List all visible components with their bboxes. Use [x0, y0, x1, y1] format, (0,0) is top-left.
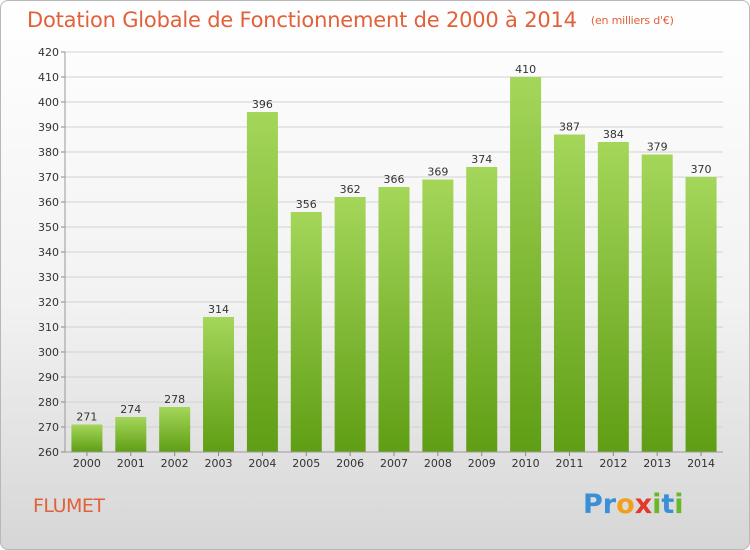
x-tick-label-2002: 2002 [161, 457, 189, 470]
commune-name: FLUMET [33, 495, 105, 517]
bar-2013 [641, 154, 673, 452]
bar-2006 [334, 197, 366, 452]
x-tick-label-2007: 2007 [380, 457, 408, 470]
bar-2004 [246, 112, 278, 452]
value-label-2003: 314 [208, 303, 229, 316]
value-label-2008: 369 [427, 166, 448, 179]
y-tick-label: 410 [38, 71, 59, 84]
bar-2001 [115, 417, 147, 452]
logo-letter: i [674, 489, 684, 520]
y-tick-label: 260 [38, 446, 59, 459]
y-tick-label: 380 [38, 146, 59, 159]
x-tick-label-2008: 2008 [424, 457, 452, 470]
bar-2007 [378, 187, 410, 452]
axis-layer: 260 270 280 290 300 310 320 330 340 350 360 370 380 3… [38, 46, 723, 470]
y-tick-label: 270 [38, 421, 59, 434]
logo-letter: i [652, 489, 662, 520]
value-label-2009: 374 [471, 153, 492, 166]
value-label-2001: 274 [120, 403, 141, 416]
bar-2009 [466, 167, 498, 452]
chart-unit-note: (en milliers d'€) [590, 14, 674, 27]
chart-title-text: Dotation Globale de Fonctionnement de 20… [27, 8, 577, 32]
x-tick-label-2005: 2005 [292, 457, 320, 470]
y-tick-label: 290 [38, 371, 59, 384]
y-tick-label: 300 [38, 346, 59, 359]
logo-letter: t [661, 489, 675, 520]
x-tick-label-2004: 2004 [248, 457, 276, 470]
logo-letter: r [602, 489, 617, 520]
x-tick-label-2011: 2011 [555, 457, 583, 470]
y-tick-label: 350 [38, 221, 59, 234]
x-tick-label-2003: 2003 [205, 457, 233, 470]
bar-2005 [290, 212, 322, 452]
value-label-2002: 278 [164, 393, 185, 406]
bar-2002 [159, 407, 191, 452]
x-tick-label-2010: 2010 [512, 457, 540, 470]
value-label-2007: 366 [384, 173, 405, 186]
bar-2003 [203, 317, 235, 452]
y-tick-label: 340 [38, 246, 59, 259]
y-tick-label: 360 [38, 196, 59, 209]
value-label-2011: 387 [559, 121, 580, 134]
y-tick-label: 280 [38, 396, 59, 409]
x-tick-label-2014: 2014 [687, 457, 715, 470]
proxiti-logo: Proxiti [583, 489, 684, 520]
bar-2014 [685, 177, 717, 452]
x-tick-label-2013: 2013 [643, 457, 671, 470]
bar-layer [71, 77, 717, 452]
y-tick-label: 390 [38, 121, 59, 134]
value-label-2012: 384 [603, 128, 624, 141]
logo-letter: x [634, 489, 653, 520]
y-tick-label: 400 [38, 96, 59, 109]
y-tick-label: 420 [38, 46, 59, 59]
logo-letter: o [616, 489, 635, 520]
y-tick-label: 310 [38, 321, 59, 334]
x-tick-label-2009: 2009 [468, 457, 496, 470]
chart-title: Dotation Globale de Fonctionnement de 20… [27, 8, 674, 32]
value-label-2004: 396 [252, 98, 273, 111]
bar-2000 [71, 424, 103, 452]
bar-2010 [510, 77, 542, 452]
label-layer: 271 274 278 314 396 356 362 366 369 374 410 387 384 3… [76, 63, 711, 424]
y-tick-label: 370 [38, 171, 59, 184]
value-label-2013: 379 [647, 141, 668, 154]
bar-2011 [553, 134, 585, 452]
value-label-2005: 356 [296, 198, 317, 211]
value-label-2014: 370 [691, 163, 712, 176]
bar-2012 [597, 142, 629, 452]
x-tick-label-2006: 2006 [336, 457, 364, 470]
value-label-2000: 271 [76, 411, 97, 424]
bar-2008 [422, 179, 454, 452]
x-tick-label-2001: 2001 [117, 457, 145, 470]
value-label-2006: 362 [340, 183, 361, 196]
x-tick-label-2012: 2012 [599, 457, 627, 470]
y-tick-label: 330 [38, 271, 59, 284]
logo-letter: P [583, 489, 603, 520]
y-tick-label: 320 [38, 296, 59, 309]
x-tick-label-2000: 2000 [73, 457, 101, 470]
value-label-2010: 410 [515, 63, 536, 76]
